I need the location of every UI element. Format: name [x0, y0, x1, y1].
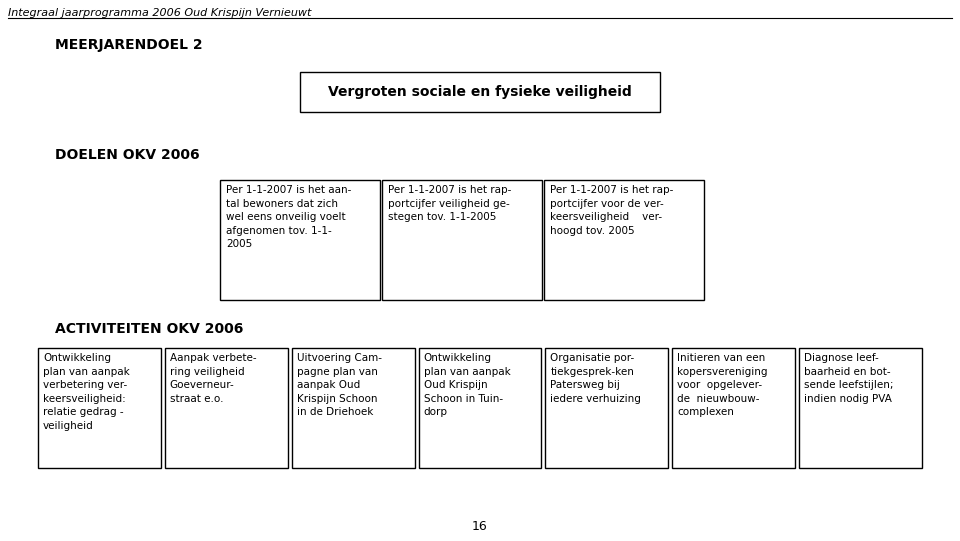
Text: 16: 16: [472, 520, 488, 533]
FancyBboxPatch shape: [165, 348, 288, 468]
FancyBboxPatch shape: [672, 348, 795, 468]
FancyBboxPatch shape: [292, 348, 415, 468]
Text: Uitvoering Cam-
pagne plan van
aanpak Oud
Krispijn Schoon
in de Driehoek: Uitvoering Cam- pagne plan van aanpak Ou…: [297, 353, 382, 418]
Text: Initieren van een
kopersvereniging
voor  opgelever-
de  nieuwbouw-
complexen: Initieren van een kopersvereniging voor …: [678, 353, 768, 418]
Text: Integraal jaarprogramma 2006 Oud Krispijn Vernieuwt: Integraal jaarprogramma 2006 Oud Krispij…: [8, 8, 311, 18]
FancyBboxPatch shape: [419, 348, 541, 468]
FancyBboxPatch shape: [799, 348, 922, 468]
Text: Vergroten sociale en fysieke veiligheid: Vergroten sociale en fysieke veiligheid: [328, 85, 632, 99]
FancyBboxPatch shape: [38, 348, 161, 468]
Text: ACTIVITEITEN OKV 2006: ACTIVITEITEN OKV 2006: [55, 322, 244, 336]
Text: Aanpak verbete-
ring veiligheid
Goeverneur-
straat e.o.: Aanpak verbete- ring veiligheid Goeverne…: [170, 353, 256, 404]
Text: DOELEN OKV 2006: DOELEN OKV 2006: [55, 148, 200, 162]
FancyBboxPatch shape: [544, 180, 704, 300]
Text: Organisatie por-
tiekgesprek-ken
Patersweg bij
iedere verhuizing: Organisatie por- tiekgesprek-ken Patersw…: [550, 353, 641, 404]
Text: Ontwikkeling
plan van aanpak
Oud Krispijn
Schoon in Tuin-
dorp: Ontwikkeling plan van aanpak Oud Krispij…: [423, 353, 511, 418]
FancyBboxPatch shape: [220, 180, 380, 300]
FancyBboxPatch shape: [545, 348, 668, 468]
Text: Per 1-1-2007 is het rap-
portcijfer veiligheid ge-
stegen tov. 1-1-2005: Per 1-1-2007 is het rap- portcijfer veil…: [388, 185, 512, 222]
Text: Per 1-1-2007 is het rap-
portcijfer voor de ver-
keersveiligheid    ver-
hoogd t: Per 1-1-2007 is het rap- portcijfer voor…: [550, 185, 673, 236]
Text: Diagnose leef-
baarheid en bot-
sende leefstijlen;
indien nodig PVA: Diagnose leef- baarheid en bot- sende le…: [804, 353, 894, 404]
Text: Ontwikkeling
plan van aanpak
verbetering ver-
keersveiligheid:
relatie gedrag -
: Ontwikkeling plan van aanpak verbetering…: [43, 353, 130, 431]
Text: MEERJARENDOEL 2: MEERJARENDOEL 2: [55, 38, 203, 52]
FancyBboxPatch shape: [382, 180, 542, 300]
FancyBboxPatch shape: [300, 72, 660, 112]
Text: Per 1-1-2007 is het aan-
tal bewoners dat zich
wel eens onveilig voelt
afgenomen: Per 1-1-2007 is het aan- tal bewoners da…: [226, 185, 351, 249]
